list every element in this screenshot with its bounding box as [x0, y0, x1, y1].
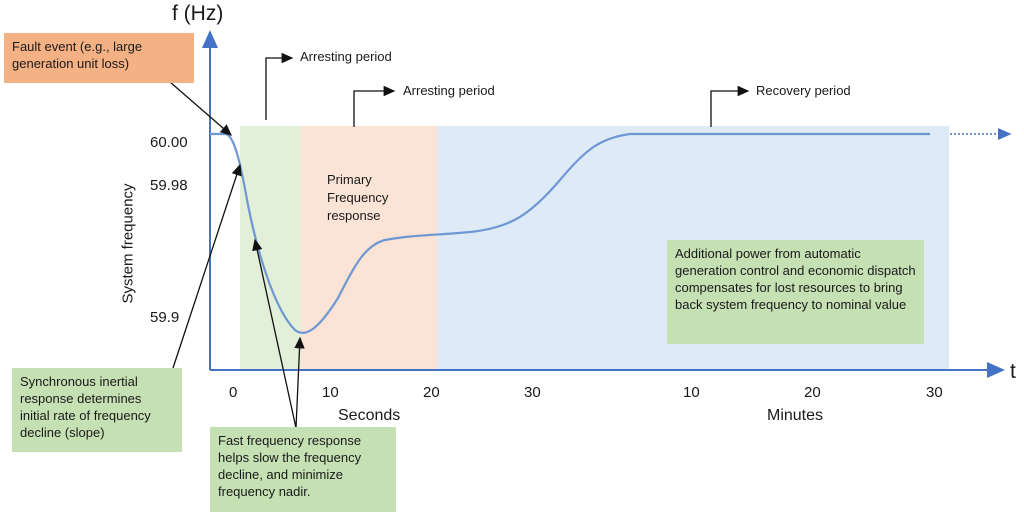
fast-pointer-2	[294, 336, 305, 429]
inertial-pointer	[172, 163, 242, 369]
x-tick-s-20: 20	[423, 384, 440, 401]
y-axis-title: f (Hz)	[172, 2, 224, 25]
period-label-arresting-1: Arresting period	[300, 49, 392, 64]
inertial-response-callout: Synchronous inertial response determines…	[12, 368, 182, 452]
x-tick-s-30: 30	[524, 384, 541, 401]
period-arrow-1	[265, 52, 294, 120]
x-tick-m-10: 10	[683, 384, 700, 401]
y-tick-59-9: 59.9	[150, 309, 180, 326]
period-label-recovery: Recovery period	[756, 83, 851, 98]
y-tick-60-00: 60.00	[150, 134, 188, 151]
period-arrow-2	[353, 85, 396, 127]
seconds-label: Seconds	[338, 407, 401, 424]
period-arrow-3	[710, 85, 750, 127]
fast-frequency-callout: Fast frequency response helps slow the f…	[210, 427, 396, 512]
x-tick-m-20: 20	[804, 384, 821, 401]
y-axis-label: System frequency	[119, 183, 137, 304]
agc-callout: Additional power from automatic generati…	[667, 240, 924, 344]
fault-event-callout: Fault event (e.g., large generation unit…	[4, 33, 194, 83]
x-tick-s-0: 0	[229, 384, 238, 401]
primary-response-label: Primary Frequency response	[327, 172, 389, 223]
region-inertial	[240, 126, 301, 370]
frequency-curve	[210, 132, 930, 334]
x-tick-s-10: 10	[322, 384, 339, 401]
fault-pointer	[169, 81, 232, 136]
minutes-label: Minutes	[767, 407, 824, 424]
x-tick-m-30: 30	[926, 384, 943, 401]
period-label-arresting-2: Arresting period	[403, 83, 495, 98]
fast-pointer-1	[252, 238, 297, 429]
x-axis-title: t	[1010, 360, 1016, 383]
y-tick-59-98: 59.98	[150, 177, 188, 194]
